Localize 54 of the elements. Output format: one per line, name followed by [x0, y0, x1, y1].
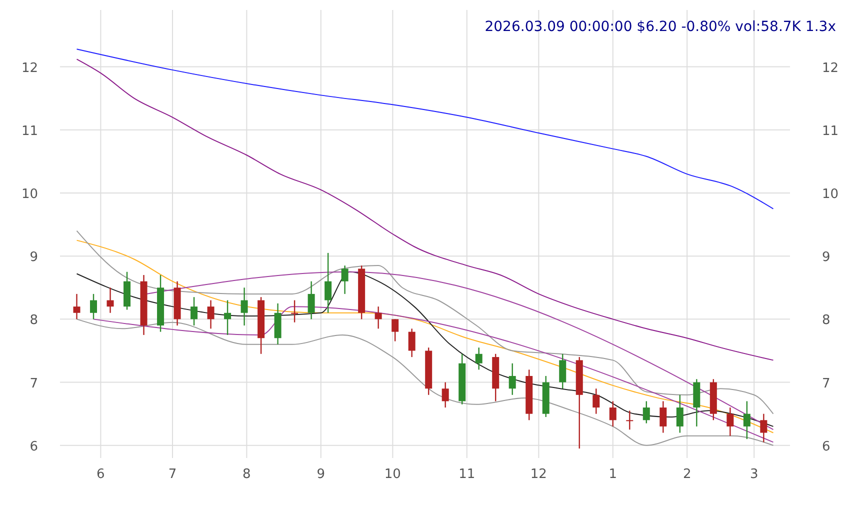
candlestick: [324, 252, 332, 314]
candlestick: [660, 400, 667, 434]
x-tick-label: 7: [168, 467, 177, 482]
candlestick: [726, 406, 734, 437]
candlestick: [408, 328, 416, 358]
x-tick-label: 3: [750, 467, 758, 482]
y-tick-label: 8: [30, 313, 38, 328]
candlestick: [240, 287, 248, 326]
y-tick-label: 10: [21, 186, 38, 202]
y2-tick-label: 9: [822, 250, 830, 266]
candlestick: [676, 394, 684, 434]
x-tick-label: 1: [608, 467, 618, 482]
candlestick: [508, 362, 516, 396]
x-tick-label: 8: [242, 467, 251, 482]
y-tick-label: 12: [21, 60, 38, 76]
candlestick: [642, 400, 650, 424]
line-series: [76, 48, 774, 210]
line-series: [76, 58, 774, 361]
y-tick-label: 9: [30, 250, 38, 266]
candlestick: [626, 410, 634, 430]
candlestick: [743, 400, 750, 440]
y-tick-label: 6: [30, 439, 38, 454]
candlestick: [559, 353, 566, 390]
candlestick: [291, 300, 298, 323]
y2-tick-label: 6: [822, 439, 830, 454]
x-tick-label: 2: [682, 467, 692, 482]
candlestick: [609, 400, 616, 428]
candlestick: [308, 280, 315, 320]
candlestick: [90, 293, 98, 320]
candlestick: [224, 300, 232, 336]
candlestick: [592, 388, 600, 414]
candlestick: [106, 287, 114, 314]
candlestick: [475, 346, 482, 370]
y2-tick-label: 12: [822, 60, 839, 76]
candlestick: [392, 318, 399, 342]
candlestick: [190, 296, 198, 326]
candlestick: [374, 306, 382, 330]
y2-tick-label: 7: [822, 376, 830, 392]
candlestick: [73, 293, 80, 320]
y2-tick-label: 8: [822, 313, 830, 328]
text: 2026.03.09 00:00:00 $6.20 -0.80% vol:58.7K 1.3x: [484, 19, 836, 35]
y-tick-label: 7: [30, 376, 38, 392]
x-tick-label: 6: [96, 467, 105, 482]
x-tick-label: 9: [316, 467, 326, 482]
candlestick: [760, 413, 768, 443]
x-tick-label: 10: [384, 467, 401, 482]
candlestick: [341, 264, 348, 295]
y2-tick-label: 10: [822, 186, 839, 202]
y2-tick-label: 11: [822, 124, 839, 139]
x-tick-label: 12: [530, 467, 547, 482]
candlestick: [207, 300, 214, 330]
x-tick-label: 11: [458, 467, 476, 482]
y-tick-label: 11: [21, 124, 38, 139]
candlestick: [442, 382, 449, 408]
